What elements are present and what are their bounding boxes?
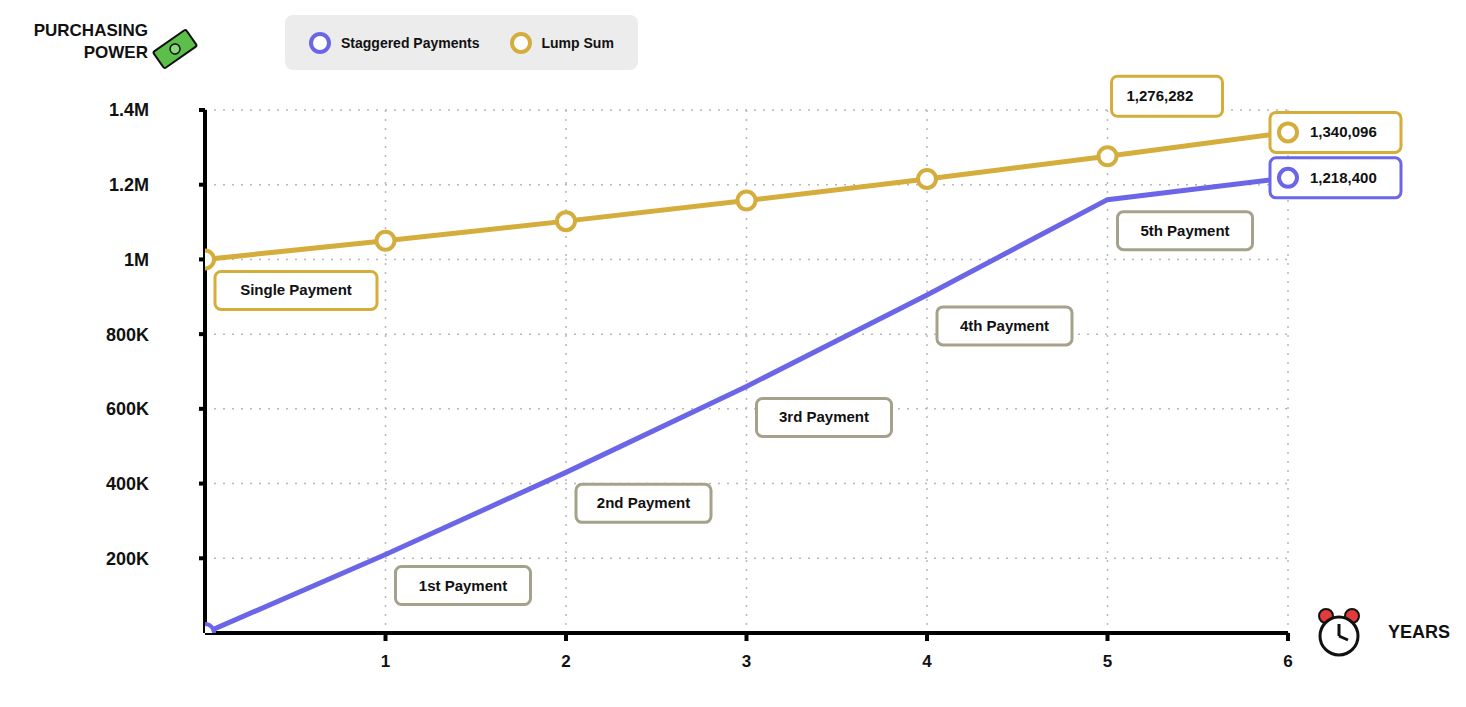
html-text:Staggered Payments: Staggered Payments	[341, 34, 480, 51]
svg-text:6: 6	[1283, 652, 1292, 671]
svg-text:1,218,400: 1,218,400	[1310, 169, 1377, 186]
svg-text:600K: 600K	[106, 399, 149, 419]
svg-text:4th Payment: 4th Payment	[960, 317, 1049, 334]
svg-text:1: 1	[381, 652, 390, 671]
svg-text:2: 2	[561, 652, 570, 671]
html-text:PURCHASING: PURCHASING	[33, 21, 148, 40]
svg-text:4: 4	[922, 652, 932, 671]
svg-text:5: 5	[1103, 652, 1112, 671]
svg-text:1st Payment: 1st Payment	[419, 577, 507, 594]
svg-text:400K: 400K	[106, 474, 149, 494]
svg-text:5th Payment: 5th Payment	[1140, 222, 1229, 239]
svg-text:1.2M: 1.2M	[109, 175, 149, 195]
svg-text:1,276,282: 1,276,282	[1127, 87, 1194, 104]
svg-text:3: 3	[742, 652, 751, 671]
svg-text:3rd Payment: 3rd Payment	[779, 408, 869, 425]
svg-text:200K: 200K	[106, 549, 149, 569]
svg-text:Single Payment: Single Payment	[240, 281, 352, 298]
html-text:YEARS: YEARS	[1388, 622, 1450, 642]
svg-text:800K: 800K	[106, 325, 149, 345]
html-text:Lump Sum: Lump Sum	[541, 34, 614, 51]
svg-text:1M: 1M	[124, 250, 149, 270]
svg-text:1.4M: 1.4M	[109, 100, 149, 120]
svg-text:2nd Payment: 2nd Payment	[597, 494, 690, 511]
svg-text:1,340,096: 1,340,096	[1310, 123, 1377, 140]
html-text:POWER: POWER	[83, 43, 148, 62]
